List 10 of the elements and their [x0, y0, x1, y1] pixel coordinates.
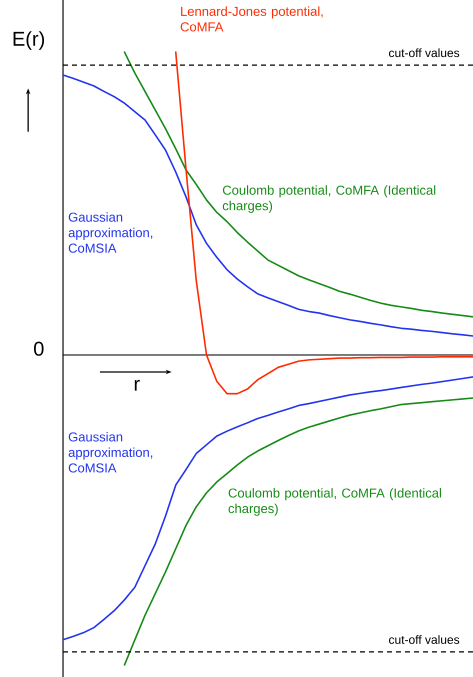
series-label: Coulomb potential, CoMFA (Identical charges): [228, 488, 441, 516]
x-axis-title: r: [134, 380, 140, 391]
text: Gaussian approximation, CoMSIA: [68, 212, 152, 253]
text: Gaussian approximation, CoMSIA: [68, 432, 152, 473]
y-axis-title: E(r): [14, 31, 44, 50]
ref-line-label: cut-off values: [389, 48, 460, 58]
series-label: Coulomb potential, CoMFA (Identical charges): [222, 185, 436, 213]
text: 0: [34, 342, 44, 356]
ref-line-label: cut-off values: [389, 635, 460, 644]
series-label: Lennard-Jones potential, CoMFA: [180, 6, 323, 32]
